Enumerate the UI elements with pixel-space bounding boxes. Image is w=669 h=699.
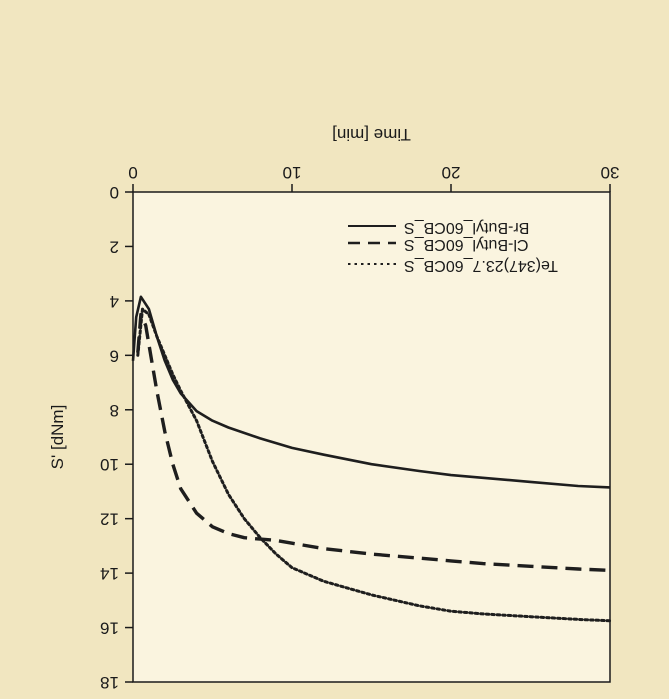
plot-area — [132, 191, 611, 683]
legend-label-1: Br-Butyl_60CB_S — [404, 219, 529, 236]
y-tick-label: 14 — [100, 564, 119, 583]
x-tick-label: 20 — [442, 163, 461, 182]
y-tick-label: 10 — [100, 455, 119, 474]
series-line-1 — [131, 295, 611, 489]
x-tick-label: 10 — [283, 163, 302, 182]
y-tick-label: 16 — [100, 619, 119, 638]
y-axis-title: S' [dNm] — [48, 405, 67, 470]
x-tick-label: 0 — [128, 163, 137, 182]
y-tick-label: 12 — [100, 510, 119, 529]
x-axis-title: Time [min] — [332, 125, 411, 144]
y-tick-label: 8 — [110, 401, 119, 420]
x-tick-label: 30 — [601, 163, 620, 182]
y-tick-label: 18 — [100, 673, 119, 692]
series-line-2 — [136, 312, 611, 573]
y-tick-label: 2 — [110, 237, 119, 256]
y-tick-label: 6 — [110, 346, 119, 365]
legend-label-2: Cl-Butyl_60CB_S — [404, 236, 529, 253]
y-tick-label: 4 — [110, 292, 119, 311]
legend-label-3: Te(347)23.7_60CB_S — [404, 257, 558, 274]
y-tick-label: 0 — [110, 183, 119, 202]
legend: Br-Butyl_60CB_SCl-Butyl_60CB_S Te(347)23.… — [348, 219, 558, 274]
series-line-3 — [136, 307, 612, 623]
